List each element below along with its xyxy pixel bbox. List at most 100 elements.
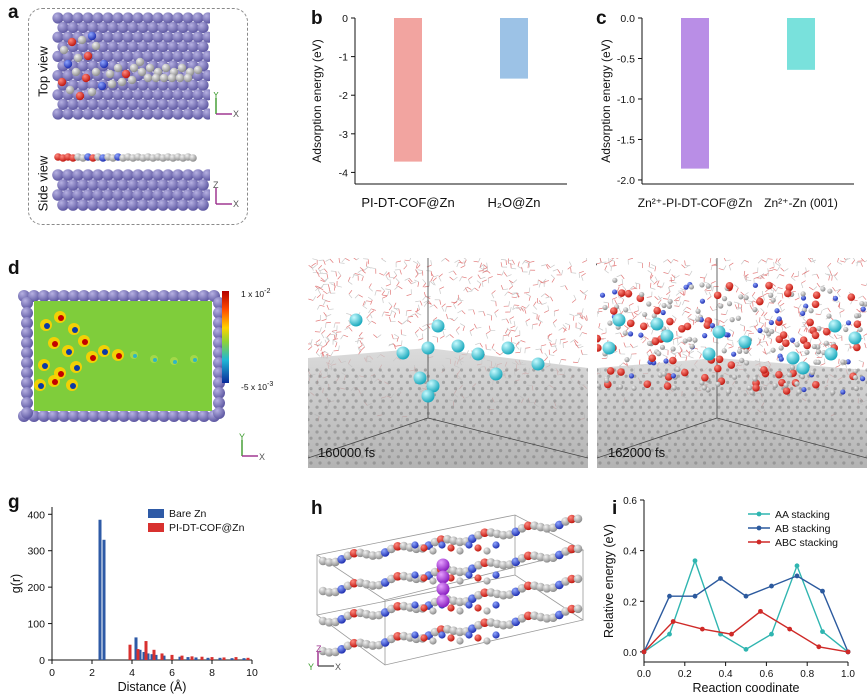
slab-atom	[390, 436, 394, 440]
water-bond	[775, 262, 780, 267]
slab-atom	[496, 380, 500, 384]
data-point	[820, 588, 825, 594]
cof-atom	[827, 288, 833, 294]
zn-atom	[157, 98, 169, 110]
water-bond	[811, 273, 817, 276]
slab-atom	[399, 449, 403, 453]
water-bond	[773, 262, 775, 268]
water-bond	[836, 336, 842, 340]
zn-atom	[197, 41, 209, 53]
zn-ion-purple	[436, 594, 450, 608]
rdf-bar	[170, 654, 174, 660]
slab-atom	[432, 455, 437, 459]
slab-atom	[607, 436, 611, 440]
slab-atom	[550, 430, 554, 434]
cof-atom	[739, 357, 745, 364]
cof-atom	[727, 361, 736, 369]
water-bond	[487, 278, 490, 284]
slab-atom	[562, 374, 566, 378]
slab-atom	[514, 418, 518, 422]
slab-atom	[668, 461, 672, 465]
water-bond	[633, 312, 639, 316]
slab-atom	[604, 405, 608, 409]
y-axis-label: Adsorption energy (eV)	[599, 39, 613, 162]
cof-atom	[542, 554, 552, 563]
slab-atom	[699, 455, 704, 459]
water-bond	[581, 275, 584, 281]
zn-atom	[197, 179, 209, 191]
water-bond	[687, 313, 692, 318]
water-bond	[779, 302, 785, 307]
water-bond	[393, 302, 397, 308]
slab-atom	[478, 405, 482, 409]
zn-atom	[152, 189, 164, 201]
slab-atom	[423, 455, 428, 459]
slab-atom	[726, 442, 730, 446]
slab-atom	[541, 393, 545, 397]
water-bond	[376, 334, 382, 338]
water-bond	[562, 341, 568, 344]
zn-atom	[158, 410, 170, 422]
slab-atom	[847, 368, 852, 372]
cof-linker-atom	[411, 631, 419, 639]
water-bond	[459, 276, 463, 282]
zn-atom	[108, 290, 120, 302]
slab-atom	[790, 461, 794, 465]
water-bond	[610, 258, 614, 260]
slab-atom	[532, 455, 536, 459]
slab-atom	[795, 405, 799, 409]
slab-atom	[309, 387, 313, 391]
zn-atom	[167, 98, 179, 110]
slab-atom	[830, 405, 834, 409]
water-bond	[767, 258, 773, 260]
slab-atom	[586, 368, 588, 372]
slab-atom	[598, 399, 602, 403]
zn-ion	[848, 331, 862, 345]
slab-atom	[842, 424, 846, 428]
water-bond	[538, 282, 541, 288]
water-bond	[326, 314, 332, 317]
cof-atom	[752, 384, 760, 392]
water-bond	[758, 338, 762, 344]
slab-atom	[309, 424, 313, 428]
zn-ion	[349, 313, 363, 327]
water-bond	[793, 275, 799, 278]
cof-atom	[853, 313, 860, 319]
slab-atom	[859, 387, 863, 391]
slab-atom	[499, 411, 503, 415]
slab-atom	[478, 442, 482, 446]
water-bond	[394, 285, 399, 290]
water-bond	[762, 290, 764, 296]
water-bond	[318, 259, 324, 261]
water-bond	[333, 282, 336, 288]
slab-atom	[318, 374, 322, 378]
slab-atom	[514, 430, 518, 434]
water-bond	[323, 312, 327, 317]
slab-atom	[468, 455, 473, 459]
zn-atom	[62, 12, 74, 24]
slab-atom	[650, 449, 654, 453]
slab-atom	[807, 411, 811, 415]
rdf-bar	[98, 519, 102, 660]
slab-atom	[807, 461, 811, 465]
slab-atom	[526, 461, 530, 465]
slab-atom	[682, 380, 686, 384]
water-bond	[519, 347, 522, 353]
slab-atom	[804, 405, 808, 409]
water-bond	[312, 258, 318, 261]
zn-atom	[77, 199, 89, 211]
zn-atom	[122, 12, 134, 24]
cof-atom	[455, 627, 465, 637]
water-bond	[759, 321, 765, 325]
slab-atom	[559, 418, 563, 422]
slab-atom	[387, 455, 391, 459]
slab-atom	[833, 399, 837, 403]
slab-atom	[369, 442, 373, 446]
water-bond	[713, 341, 719, 344]
slab-atom	[641, 461, 646, 465]
slab-atom	[816, 461, 820, 465]
zn-atom	[102, 50, 114, 63]
zn-atom	[97, 179, 109, 191]
water-bond	[838, 363, 844, 366]
slab-atom	[842, 387, 846, 391]
